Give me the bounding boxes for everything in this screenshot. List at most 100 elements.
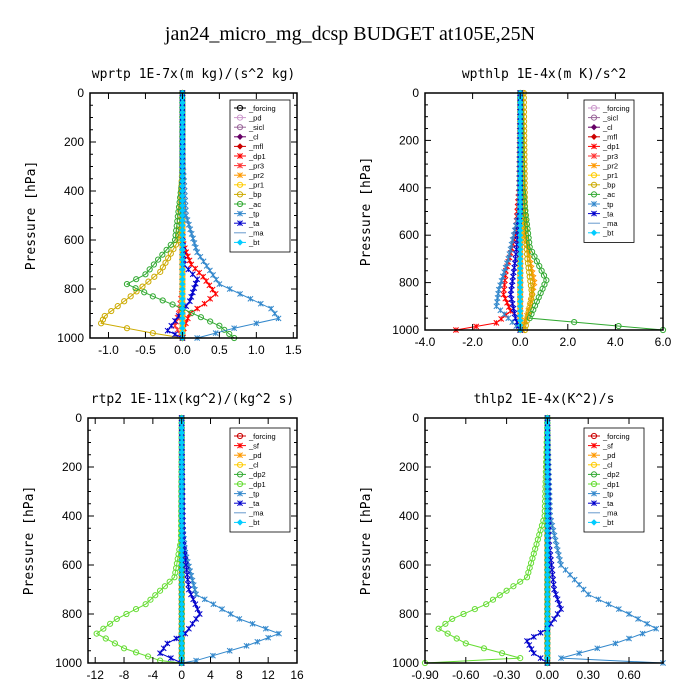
legend-label: _forcing	[248, 432, 276, 441]
series-point	[526, 315, 533, 322]
legend-label: _dp1	[602, 480, 620, 489]
series-point	[206, 267, 213, 274]
series-point	[497, 282, 504, 289]
series-point	[226, 330, 233, 338]
series-point	[571, 319, 578, 326]
series-point	[526, 269, 533, 276]
series-point	[149, 293, 156, 300]
series-point	[164, 327, 171, 334]
legend-label: _pr1	[248, 181, 264, 190]
legend-entry: _tp	[234, 209, 259, 218]
y-tick-label: 600	[64, 233, 84, 247]
x-tick-label: 0.60	[617, 668, 641, 682]
series-line	[125, 93, 235, 339]
series-point	[615, 606, 622, 613]
series-point	[183, 566, 190, 573]
legend-label: _sf	[248, 441, 260, 450]
x-tick-label: -0.90	[411, 668, 439, 682]
series-point	[120, 645, 128, 652]
series-point	[550, 527, 557, 534]
series-point	[527, 282, 535, 289]
y-tick-label: 0	[412, 86, 419, 100]
legend-label: _ma	[602, 509, 618, 518]
series-point	[576, 581, 583, 588]
series-point	[145, 278, 152, 285]
series-point	[547, 620, 554, 627]
legend-marker	[237, 210, 243, 217]
legend-entry: _bp	[234, 190, 262, 199]
y-tick-label: 0	[77, 86, 84, 100]
series-point	[213, 276, 220, 283]
series-point	[188, 591, 195, 598]
legend-label: _pr3	[602, 152, 618, 161]
series-point	[243, 642, 250, 649]
series-bt	[178, 414, 185, 667]
y-tick-label: 600	[62, 558, 82, 572]
panel-title: rtp2 1E-11x(kg^2)/(kg^2 s)	[91, 392, 295, 407]
series-point	[216, 322, 223, 329]
legend-entry: _dp1	[588, 142, 620, 151]
x-tick-label: -0.60	[452, 668, 480, 682]
legend: _forcing_sf_pd_cl_dp2_dp1_tp_ta_ma_bt	[229, 427, 291, 533]
series-point	[207, 318, 214, 325]
legend-marker	[237, 452, 243, 459]
series-point	[517, 578, 524, 585]
series-point	[554, 596, 561, 603]
series-point	[181, 552, 188, 559]
x-tick-label: -0.30	[493, 668, 521, 682]
legend-label: _dp2	[602, 470, 620, 479]
legend-marker	[236, 104, 244, 112]
series-point	[194, 305, 201, 312]
figure-title: jan24_micro_mg_dcsp BUDGET at105E,25N	[164, 23, 535, 45]
series-point	[503, 587, 510, 594]
legend-label: _bt	[602, 518, 614, 527]
legend-label: _tp	[248, 209, 259, 218]
series-point	[132, 606, 140, 613]
legend-entry: _pd	[234, 113, 262, 122]
series-point	[523, 574, 531, 581]
series-point	[164, 640, 171, 647]
series-point	[526, 239, 533, 246]
series-point	[553, 542, 560, 549]
series-point	[216, 281, 223, 288]
series-point	[501, 269, 508, 276]
series-point	[526, 273, 533, 280]
series-point	[200, 258, 207, 265]
legend-entry: _sicl	[234, 123, 264, 132]
legend-label: _bt	[602, 229, 614, 238]
series-point	[169, 301, 176, 308]
series-point	[171, 574, 178, 581]
series-point	[139, 283, 146, 290]
series-point	[142, 601, 149, 608]
series-point	[197, 314, 204, 321]
series-point	[247, 295, 254, 302]
series-point	[226, 286, 233, 292]
legend-entry: _pr1	[234, 181, 264, 190]
series-point	[567, 571, 574, 578]
legend-marker	[591, 201, 597, 207]
y-tick-label: 200	[62, 460, 82, 474]
series-point	[499, 273, 506, 280]
legend-label: _ta	[248, 499, 260, 508]
x-tick-label: 2.0	[559, 335, 576, 349]
series-point	[594, 645, 601, 652]
legend-marker	[237, 220, 243, 227]
series-point	[189, 271, 196, 278]
legend-label: _ma	[248, 229, 264, 238]
series-point	[101, 312, 108, 320]
series-point	[257, 300, 264, 307]
series-point	[275, 315, 282, 322]
legend-marker	[590, 104, 598, 112]
series-point	[184, 217, 191, 224]
legend-label: _tp	[602, 200, 613, 209]
series-point	[626, 635, 632, 642]
series-point	[167, 250, 174, 257]
series-point	[442, 620, 449, 627]
series-point	[523, 216, 530, 223]
legend-label: _bt	[248, 518, 260, 527]
legend-marker	[237, 500, 243, 507]
series-point	[271, 310, 278, 317]
legend-entry: _mfl	[234, 142, 264, 151]
series-point	[192, 280, 199, 287]
series-point	[185, 221, 192, 228]
